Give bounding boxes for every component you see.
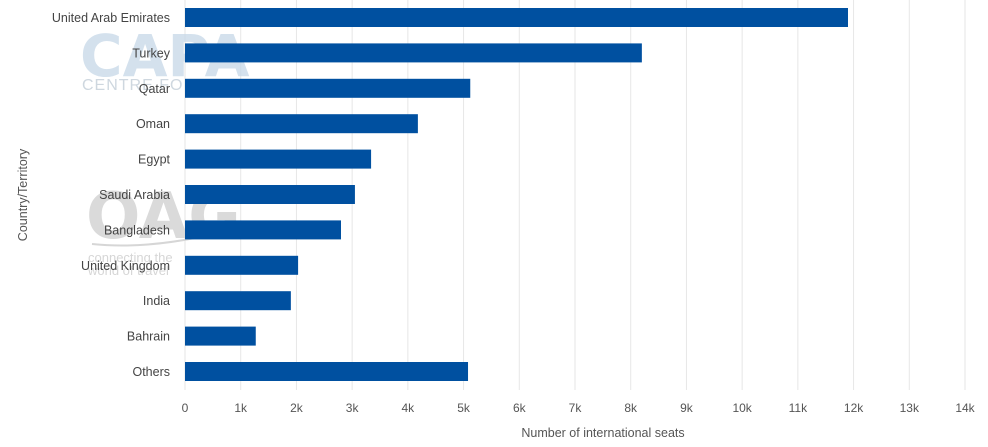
x-tick-label: 14k — [955, 401, 975, 415]
category-label: United Kingdom — [81, 259, 170, 273]
category-label: Saudi Arabia — [99, 188, 170, 202]
x-tick-label: 2k — [290, 401, 304, 415]
x-tick-label: 8k — [624, 401, 638, 415]
bar-oman — [185, 114, 418, 134]
gridlines — [184, 0, 966, 390]
y-axis-title: Country/Territory — [16, 148, 30, 241]
bar-india — [185, 291, 291, 311]
category-label: Bangladesh — [104, 223, 170, 237]
x-tick-label: 7k — [569, 401, 583, 415]
x-tick-label: 1k — [234, 401, 248, 415]
x-tick-label: 9k — [680, 401, 694, 415]
bar-bahrain — [185, 326, 256, 346]
category-label: India — [143, 294, 170, 308]
x-tick-label: 5k — [457, 401, 471, 415]
category-labels: United Arab Emirates Turkey Qatar Oman Egypt… — [52, 11, 171, 379]
oag-watermark-subtext-2: world of travel — [87, 263, 169, 278]
bar-others — [185, 362, 469, 381]
category-label: Qatar — [139, 82, 170, 96]
x-tick-label: 4k — [402, 401, 416, 415]
x-axis-title: Number of international seats — [521, 426, 684, 440]
x-tick-label: 0 — [182, 401, 189, 415]
bars — [185, 8, 848, 381]
x-tick-label: 3k — [346, 401, 360, 415]
bar-bangladesh — [185, 220, 341, 240]
category-label: Turkey — [132, 46, 170, 60]
category-label: Oman — [136, 117, 170, 131]
x-axis-ticks: 0 1k 2k 3k 4k 5k 6k 7k 8k 9k 10k 11k 12k 13k 14k — [182, 401, 976, 415]
category-label: United Arab Emirates — [52, 11, 170, 25]
bar-qatar — [185, 78, 471, 98]
x-tick-label: 11k — [789, 401, 808, 415]
x-tick-label: 6k — [513, 401, 527, 415]
bar-united-arab-emirates — [185, 8, 848, 27]
category-label: Bahrain — [127, 330, 170, 344]
x-tick-label: 10k — [732, 401, 752, 415]
category-label: Others — [132, 365, 170, 379]
x-tick-label: 13k — [900, 401, 920, 415]
bar-saudi-arabia — [185, 185, 355, 204]
bar-united-kingdom — [185, 255, 299, 275]
category-label: Egypt — [138, 153, 170, 167]
x-tick-label: 12k — [844, 401, 864, 415]
bar-turkey — [185, 43, 642, 63]
oag-watermark-subtext-1: connecting the — [88, 250, 173, 265]
bar-egypt — [185, 149, 372, 169]
